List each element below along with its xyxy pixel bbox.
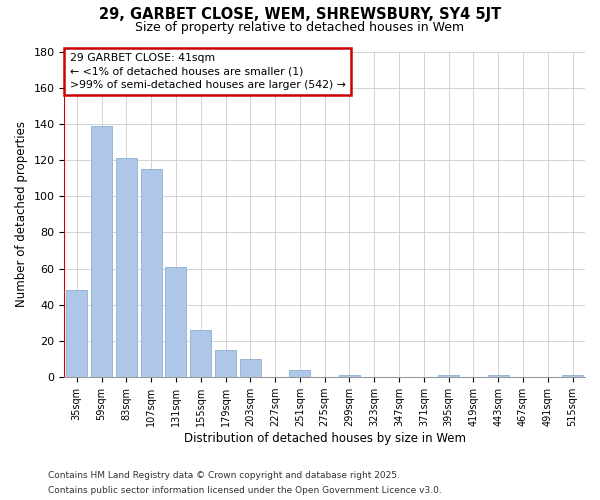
- Bar: [116, 158, 137, 377]
- Text: Contains public sector information licensed under the Open Government Licence v3: Contains public sector information licen…: [48, 486, 442, 495]
- Bar: [562, 376, 583, 377]
- Text: 29 GARBET CLOSE: 41sqm
← <1% of detached houses are smaller (1)
>99% of semi-det: 29 GARBET CLOSE: 41sqm ← <1% of detached…: [70, 53, 346, 90]
- Bar: [339, 376, 360, 377]
- Bar: [140, 169, 162, 377]
- Bar: [91, 126, 112, 377]
- Bar: [215, 350, 236, 377]
- Text: Contains HM Land Registry data © Crown copyright and database right 2025.: Contains HM Land Registry data © Crown c…: [48, 471, 400, 480]
- Bar: [438, 376, 459, 377]
- Text: Size of property relative to detached houses in Wem: Size of property relative to detached ho…: [136, 21, 464, 34]
- Bar: [166, 267, 187, 377]
- Bar: [190, 330, 211, 377]
- Text: 29, GARBET CLOSE, WEM, SHREWSBURY, SY4 5JT: 29, GARBET CLOSE, WEM, SHREWSBURY, SY4 5…: [99, 8, 501, 22]
- Y-axis label: Number of detached properties: Number of detached properties: [15, 122, 28, 308]
- Bar: [289, 370, 310, 377]
- Bar: [66, 290, 88, 377]
- Bar: [488, 376, 509, 377]
- X-axis label: Distribution of detached houses by size in Wem: Distribution of detached houses by size …: [184, 432, 466, 445]
- Bar: [240, 359, 261, 377]
